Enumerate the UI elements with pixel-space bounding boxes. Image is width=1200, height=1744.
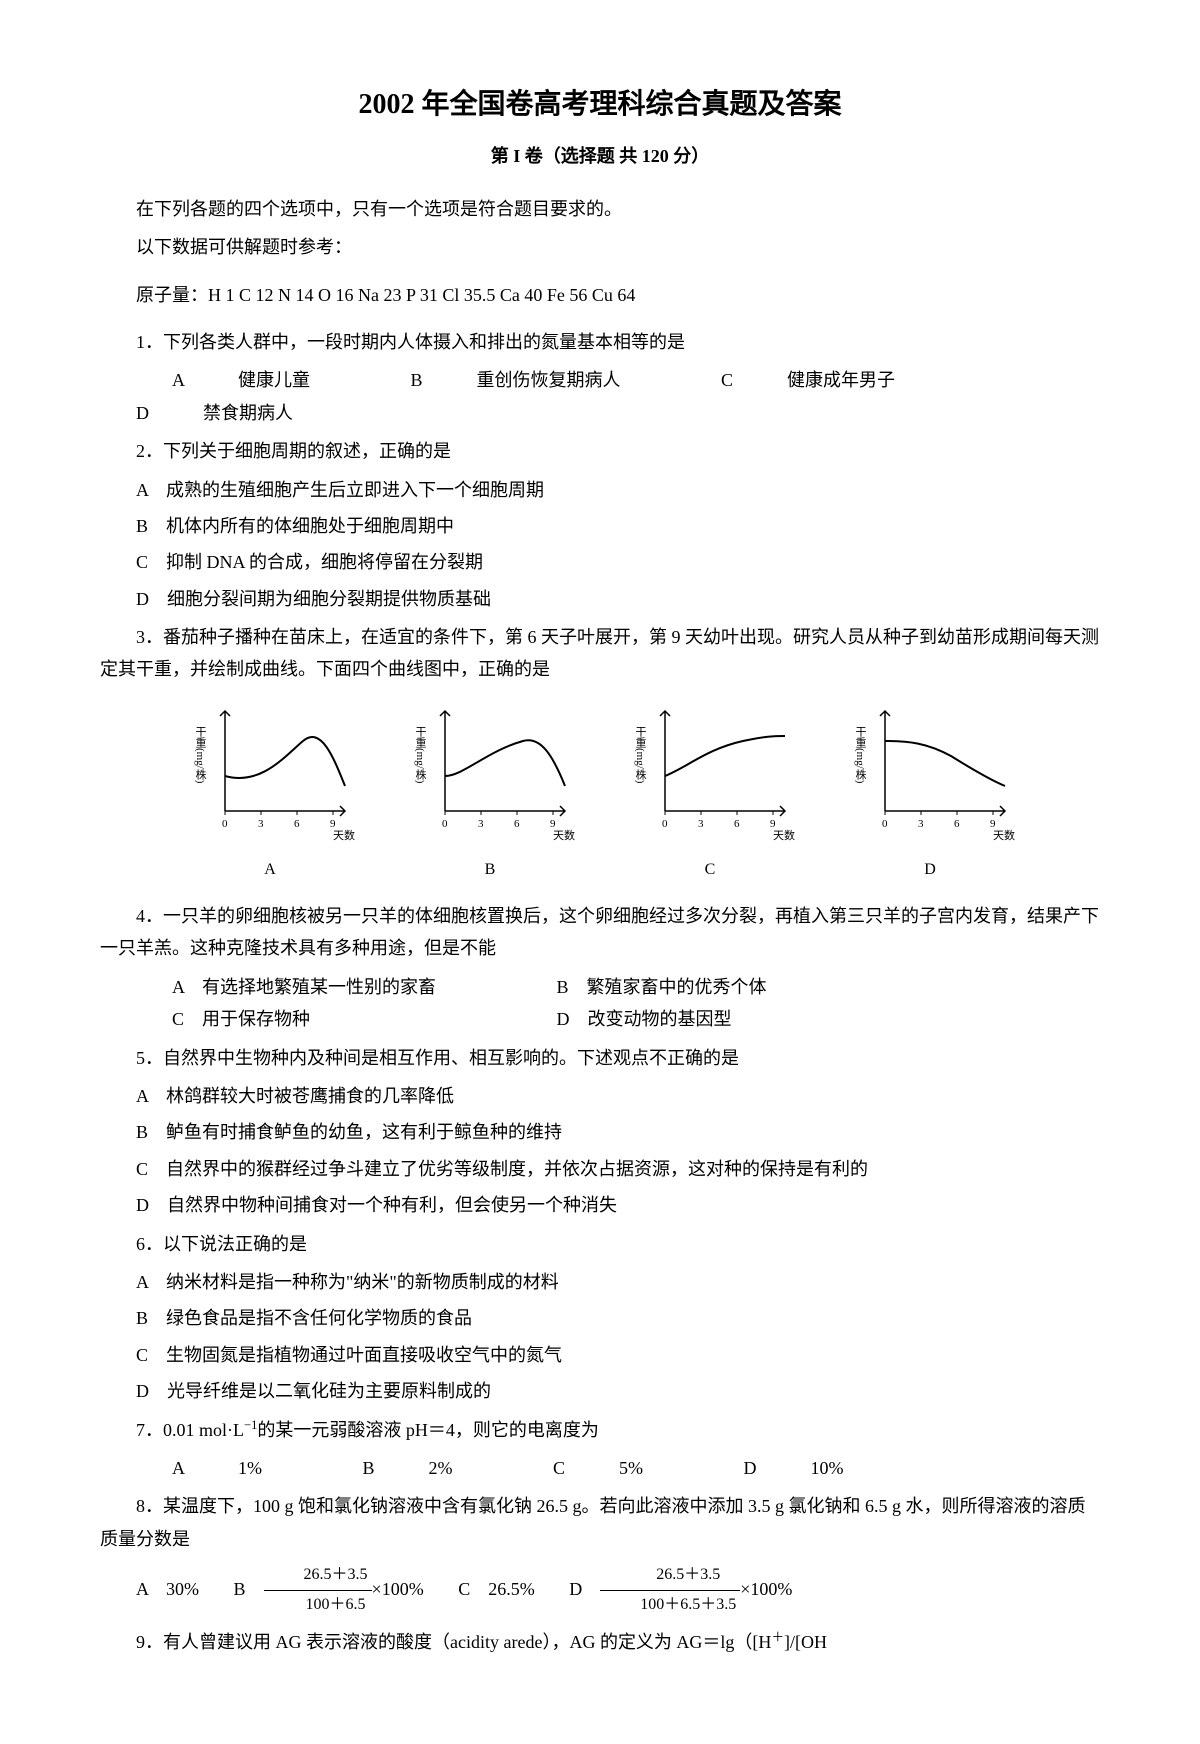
q7-stem: 7．0.01 mol·L−1的某一元弱酸溶液 pH＝4，则它的电离度为 — [100, 1414, 1100, 1446]
chart-c-container: 0 3 6 9 天数 干重(mg/株) C — [625, 701, 795, 885]
intro-line-2: 以下数据可供解题时参考： — [100, 231, 1100, 263]
q2-option-c: C 抑制 DNA 的合成，细胞将停留在分裂期 — [100, 546, 1100, 578]
q8-b-num: 26.5＋3.5 — [264, 1561, 372, 1591]
q6-stem: 6．以下说法正确的是 — [100, 1228, 1100, 1260]
svg-text:0: 0 — [662, 818, 668, 830]
q1-option-d: 禁食期病人 — [167, 397, 293, 429]
svg-text:0: 0 — [882, 818, 888, 830]
q8-option-d-fraction: 26.5＋3.5100＋6.5＋3.5 — [600, 1561, 740, 1620]
q7-option-b: 2% — [393, 1452, 453, 1484]
q7-stem-suffix: 的某一元弱酸溶液 pH＝4，则它的电离度为 — [257, 1420, 599, 1440]
q6-option-b: B 绿色食品是指不含任何化学物质的食品 — [100, 1302, 1100, 1334]
q8-stem: 8．某温度下，100 g 饱和氯化钠溶液中含有氯化钠 26.5 g。若向此溶液中… — [100, 1490, 1100, 1555]
chart-a: 0 3 6 9 天数 干重(mg/株) — [185, 701, 355, 841]
chart-d: 0 3 6 9 天数 干重(mg/株) — [845, 701, 1015, 841]
q9-stem: 9．有人曾建议用 AG 表示溶液的酸度（acidity arede），AG 的定… — [100, 1626, 1100, 1658]
q5-stem: 5．自然界中生物种内及种间是相互作用、相互影响的。下述观点不正确的是 — [100, 1042, 1100, 1074]
svg-text:天数: 天数 — [993, 829, 1015, 841]
svg-text:6: 6 — [954, 818, 960, 830]
q8-b-suffix: ×100% — [372, 1579, 424, 1599]
q2-option-d: D 细胞分裂间期为细胞分裂期提供物质基础 — [100, 583, 1100, 615]
q8-d-suffix: ×100% — [740, 1579, 792, 1599]
svg-text:天数: 天数 — [773, 829, 795, 841]
q1-option-a: 健康儿童 — [202, 364, 310, 396]
svg-text:3: 3 — [258, 818, 264, 830]
q5-option-c: C 自然界中的猴群经过争斗建立了优劣等级制度，并依次占据资源，这对种的保持是有利… — [100, 1153, 1100, 1185]
q4-option-b: B 繁殖家畜中的优秀个体 — [521, 971, 767, 1003]
svg-text:3: 3 — [478, 818, 484, 830]
q1-options: A 健康儿童 B 重创伤恢复期病人 C 健康成年男子 D 禁食期病人 — [100, 364, 1100, 429]
q4-option-a: A 有选择地繁殖某一性别的家畜 — [136, 971, 516, 1003]
q5-option-a: A 林鸽群较大时被苍鹰捕食的几率降低 — [100, 1080, 1100, 1112]
svg-text:3: 3 — [698, 818, 704, 830]
svg-text:6: 6 — [514, 818, 520, 830]
chart-a-container: 0 3 6 9 天数 干重(mg/株) A — [185, 701, 355, 885]
svg-text:天数: 天数 — [553, 829, 575, 841]
q7-stem-sup: −1 — [244, 1418, 257, 1432]
q9-stem-sup: ＋ — [771, 1630, 784, 1644]
chart-b-label: B — [405, 856, 575, 885]
q4-option-c: C 用于保存物种 — [136, 1003, 516, 1035]
svg-text:9: 9 — [330, 818, 336, 830]
q8-d-den: 100＋6.5＋3.5 — [600, 1591, 740, 1620]
svg-text:9: 9 — [770, 818, 776, 830]
chart-a-label: A — [185, 856, 355, 885]
svg-text:干重(mg/株): 干重(mg/株) — [854, 726, 867, 784]
q6-option-d: D 光导纤维是以二氧化硅为主要原料制成的 — [100, 1375, 1100, 1407]
q1-stem: 1．下列各类人群中，一段时期内人体摄入和排出的氮量基本相等的是 — [100, 326, 1100, 358]
q2-stem: 2．下列关于细胞周期的叙述，正确的是 — [100, 435, 1100, 467]
q4-option-d: D 改变动物的基因型 — [521, 1003, 732, 1035]
svg-text:3: 3 — [918, 818, 924, 830]
q3-charts: 0 3 6 9 天数 干重(mg/株) A 0 3 6 9 天数 干重(mg/株… — [160, 701, 1040, 885]
chart-d-label: D — [845, 856, 1015, 885]
q8-options: A 30% B 26.5＋3.5100＋6.5×100% C 26.5% D 2… — [100, 1561, 1100, 1620]
q7-stem-prefix: 7．0.01 mol·L — [136, 1420, 244, 1440]
svg-text:干重(mg/株): 干重(mg/株) — [634, 726, 647, 784]
q7-options: A 1% B 2% C 5% D 10% — [100, 1452, 1100, 1484]
q6-option-c: C 生物固氮是指植物通过叶面直接吸收空气中的氮气 — [100, 1339, 1100, 1371]
q8-option-b-fraction: 26.5＋3.5100＋6.5 — [264, 1561, 372, 1620]
q7-option-c: 5% — [583, 1452, 643, 1484]
q8-option-c: 26.5% — [488, 1579, 535, 1599]
q7-option-a: 1% — [202, 1452, 262, 1484]
svg-text:0: 0 — [222, 818, 228, 830]
svg-text:天数: 天数 — [333, 829, 355, 841]
q4-stem: 4．一只羊的卵细胞核被另一只羊的体细胞核置换后，这个卵细胞经过多次分裂，再植入第… — [100, 900, 1100, 965]
svg-text:9: 9 — [990, 818, 996, 830]
q5-option-b: B 鲈鱼有时捕食鲈鱼的幼鱼，这有利于鲸鱼种的维持 — [100, 1116, 1100, 1148]
svg-text:6: 6 — [734, 818, 740, 830]
q2-option-a: A 成熟的生殖细胞产生后立即进入下一个细胞周期 — [100, 474, 1100, 506]
q1-option-c: 健康成年男子 — [751, 364, 895, 396]
q6-option-a: A 纳米材料是指一种称为"纳米"的新物质制成的材料 — [100, 1266, 1100, 1298]
q9-stem-mid: ]/[OH — [784, 1632, 827, 1652]
q5-option-d: D 自然界中物种间捕食对一个种有利，但会使另一个种消失 — [100, 1189, 1100, 1221]
q8-d-num: 26.5＋3.5 — [600, 1561, 740, 1591]
intro-line-1: 在下列各题的四个选项中，只有一个选项是符合题目要求的。 — [100, 193, 1100, 225]
q8-b-den: 100＋6.5 — [264, 1591, 372, 1620]
chart-b: 0 3 6 9 天数 干重(mg/株) — [405, 701, 575, 841]
svg-text:干重(mg/株): 干重(mg/株) — [414, 726, 427, 784]
page-title: 2002 年全国卷高考理科综合真题及答案 — [100, 80, 1100, 130]
section-subtitle: 第 I 卷（选择题 共 120 分） — [100, 140, 1100, 172]
chart-c-label: C — [625, 856, 795, 885]
atomic-mass-data: 原子量：H 1 C 12 N 14 O 16 Na 23 P 31 Cl 35.… — [100, 279, 1100, 311]
chart-d-container: 0 3 6 9 天数 干重(mg/株) D — [845, 701, 1015, 885]
q3-stem: 3．番茄种子播种在苗床上，在适宜的条件下，第 6 天子叶展开，第 9 天幼叶出现… — [100, 621, 1100, 686]
q1-option-b: 重创伤恢复期病人 — [441, 364, 621, 396]
q2-option-b: B 机体内所有的体细胞处于细胞周期中 — [100, 510, 1100, 542]
chart-c: 0 3 6 9 天数 干重(mg/株) — [625, 701, 795, 841]
chart-b-container: 0 3 6 9 天数 干重(mg/株) B — [405, 701, 575, 885]
svg-text:6: 6 — [294, 818, 300, 830]
svg-text:9: 9 — [550, 818, 556, 830]
q9-stem-prefix: 9．有人曾建议用 AG 表示溶液的酸度（acidity arede），AG 的定… — [136, 1632, 771, 1652]
q8-option-a: 30% — [166, 1579, 199, 1599]
svg-text:干重(mg/株): 干重(mg/株) — [194, 726, 207, 784]
q7-option-d: 10% — [775, 1452, 844, 1484]
svg-text:0: 0 — [442, 818, 448, 830]
